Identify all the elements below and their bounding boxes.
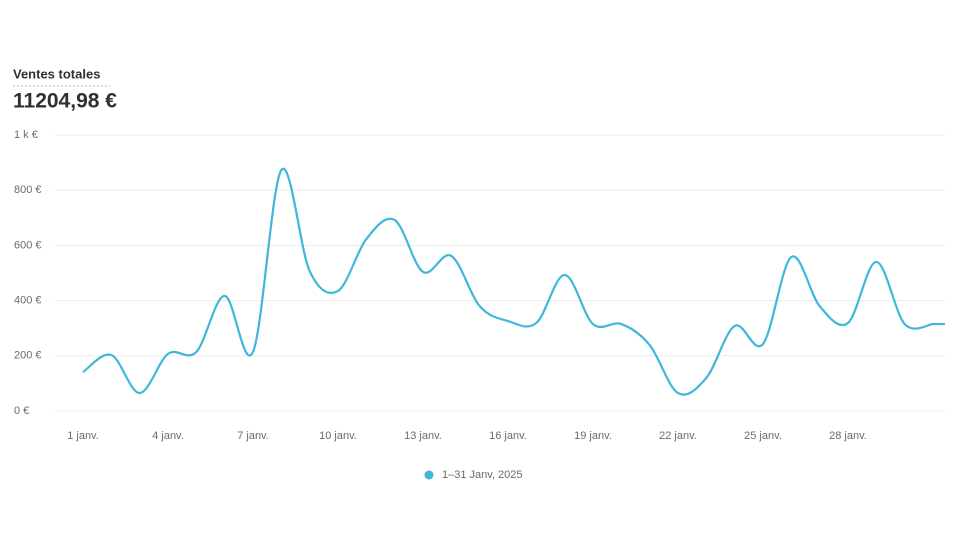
x-tick-label: 10 janv. <box>319 430 357 442</box>
y-tick-label: 1 k € <box>14 129 38 141</box>
chart-title: Ventes totales <box>13 66 100 81</box>
y-tick-label: 800 € <box>14 184 42 196</box>
y-tick-label: 0 € <box>14 405 29 417</box>
x-tick-label: 13 janv. <box>404 430 442 442</box>
x-tick-label: 19 janv. <box>574 430 612 442</box>
x-tick-label: 7 janv. <box>237 430 269 442</box>
x-tick-label: 16 janv. <box>489 430 527 442</box>
x-tick-label: 4 janv. <box>152 430 184 442</box>
y-tick-label: 400 € <box>14 295 42 307</box>
x-tick-label: 22 janv. <box>659 430 697 442</box>
x-tick-label: 28 janv. <box>829 430 867 442</box>
x-tick-label: 25 janv. <box>744 430 782 442</box>
legend-label: 1–31 Janv, 2025 <box>442 469 523 481</box>
y-tick-label: 200 € <box>14 350 42 362</box>
legend-marker <box>424 470 434 480</box>
x-tick-label: 1 janv. <box>67 430 99 442</box>
line-series <box>82 167 945 396</box>
total-value: 11204,98 € <box>13 90 117 113</box>
y-tick-label: 600 € <box>14 239 42 251</box>
